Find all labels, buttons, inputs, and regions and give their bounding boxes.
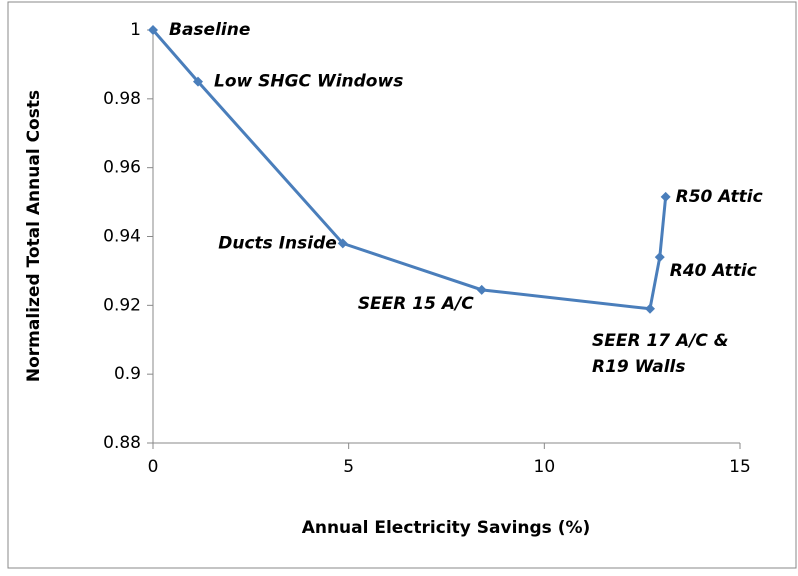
y-tick-label: 0.9 <box>114 364 141 384</box>
annotation: R40 Attic <box>670 261 757 281</box>
marker <box>148 25 158 35</box>
y-tick-label: 0.96 <box>103 158 141 178</box>
annotation: R50 Attic <box>676 187 763 207</box>
x-tick-label: 15 <box>729 457 751 477</box>
marker <box>644 303 655 314</box>
x-tick-label: 0 <box>148 457 159 477</box>
annotation: Baseline <box>169 20 250 40</box>
marker <box>476 284 487 295</box>
chart-frame <box>7 1 797 569</box>
annotation: SEER 15 A/C <box>358 294 474 314</box>
y-tick-label: 0.88 <box>103 433 141 453</box>
y-tick-label: 0.98 <box>103 89 141 109</box>
x-axis-title: Annual Electricity Savings (%) <box>302 518 591 538</box>
annotation: Ducts Inside <box>218 233 337 253</box>
y-tick-label: 0.92 <box>103 295 141 315</box>
marker <box>337 238 348 249</box>
annotation: SEER 17 A/C & R19 Walls <box>592 331 729 377</box>
y-tick-label: 0.94 <box>103 227 141 247</box>
annotation: Low SHGC Windows <box>214 72 403 92</box>
x-tick-label: 10 <box>534 457 556 477</box>
x-tick-label: 5 <box>343 457 354 477</box>
marker <box>193 76 204 87</box>
y-axis-title: Normalized Total Annual Costs <box>24 90 44 382</box>
y-tick-label: 1 <box>130 20 141 40</box>
marker <box>660 191 671 202</box>
marker <box>654 252 665 263</box>
